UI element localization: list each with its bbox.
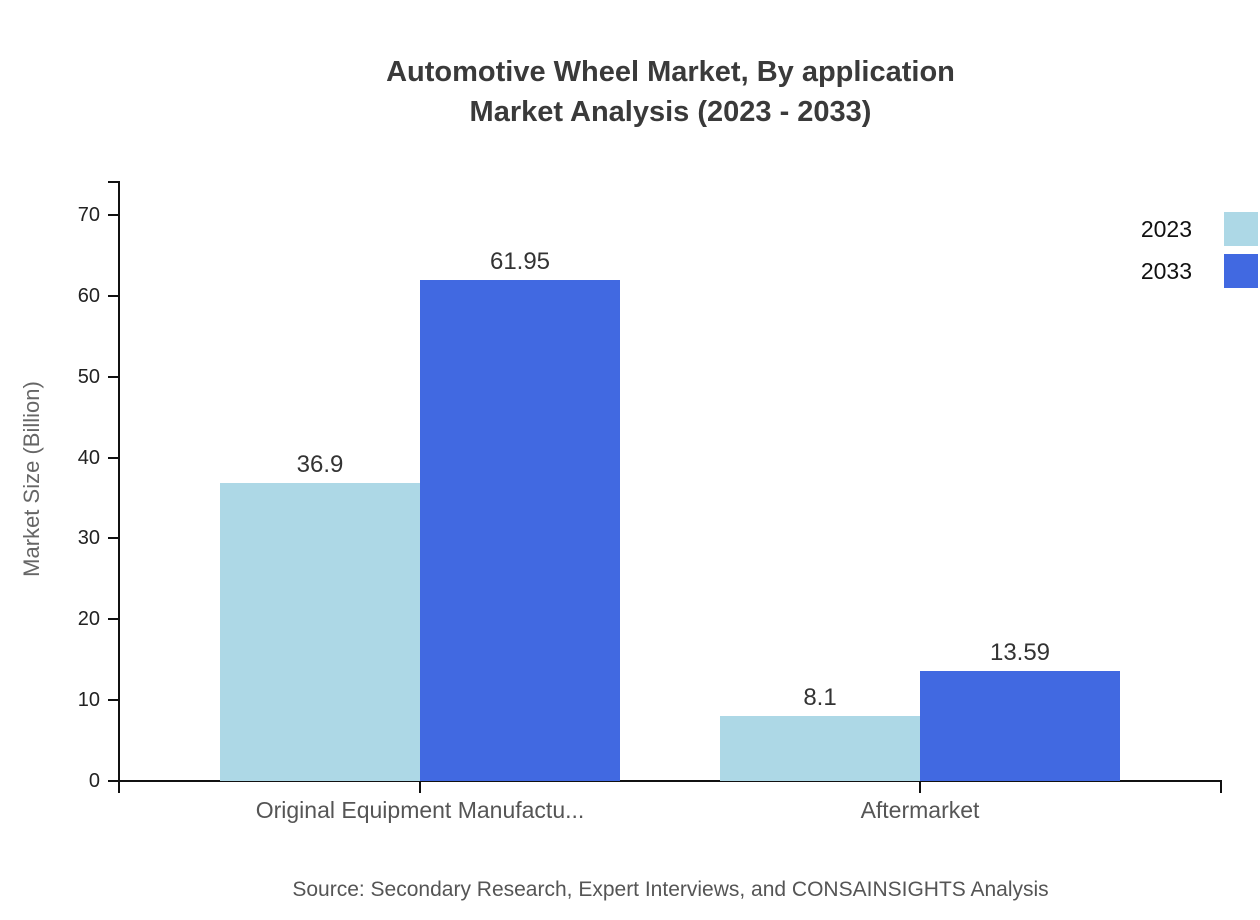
chart-legend: 2023 2033 <box>1141 212 1258 288</box>
y-axis-tick <box>108 780 119 782</box>
y-axis-tick <box>108 456 119 459</box>
bar-value-label: 61.95 <box>489 248 551 276</box>
x-axis-line <box>108 780 1222 782</box>
bar-2033-aftermarket <box>920 671 1120 781</box>
source-attribution: Source: Secondary Research, Expert Inter… <box>292 878 1049 901</box>
y-axis-tick <box>108 537 119 540</box>
y-axis-tick-label: 30 <box>77 527 100 550</box>
y-axis-tick-label: 10 <box>77 689 100 712</box>
y-axis-end-cap <box>108 181 120 183</box>
legend-item-2023: 2023 <box>1141 212 1258 246</box>
legend-label: 2033 <box>1140 257 1192 284</box>
y-axis-tick-label: 20 <box>77 608 100 631</box>
y-axis-tick-label: 70 <box>77 204 100 226</box>
y-axis-tick <box>108 618 119 621</box>
y-axis-tick-label: 40 <box>77 446 100 469</box>
legend-swatch-icon <box>1224 254 1258 288</box>
x-axis-tick <box>419 781 421 793</box>
x-axis-end-cap <box>1220 780 1222 793</box>
bar-2033-oem <box>420 280 620 781</box>
chart-title: Automotive Wheel Market, By application … <box>119 52 1222 132</box>
bar-value-label: 13.59 <box>989 639 1051 667</box>
legend-item-2033: 2033 <box>1141 254 1258 288</box>
chart-title-line1: Automotive Wheel Market, By application <box>386 56 955 88</box>
category-label: Original Equipment Manufactu... <box>255 797 585 823</box>
y-axis-tick <box>108 214 119 216</box>
bar-value-label: 36.9 <box>296 450 344 478</box>
y-axis-tick <box>108 699 119 702</box>
bar-2023-oem <box>220 482 420 781</box>
y-axis-line <box>118 181 120 793</box>
bar-value-label: 8.1 <box>803 683 837 711</box>
x-axis-tick <box>919 781 921 793</box>
bar-2023-aftermarket <box>720 715 920 781</box>
legend-label: 2023 <box>1140 215 1192 242</box>
category-label: Aftermarket <box>860 797 980 823</box>
y-axis-tick-label: 60 <box>77 284 100 307</box>
y-axis-tick <box>108 375 119 378</box>
y-axis-tick-label: 50 <box>77 365 100 388</box>
y-axis-tick-label: 0 <box>88 770 100 792</box>
legend-swatch-icon <box>1224 212 1258 246</box>
chart-title-line2: Market Analysis (2023 - 2033) <box>469 96 872 128</box>
y-axis-tick <box>108 294 119 297</box>
